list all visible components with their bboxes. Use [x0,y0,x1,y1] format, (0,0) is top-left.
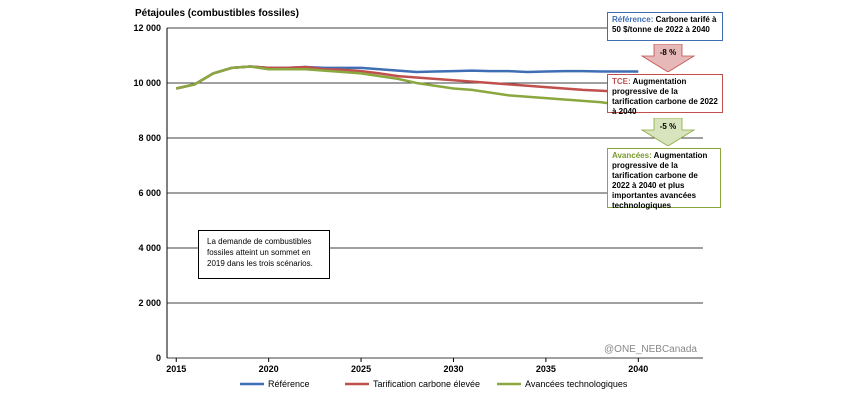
y-tick-label: 0 [156,353,161,363]
annotation-box: Avancées: Augmentation progressive de la… [607,148,721,210]
x-tick-label: 2025 [351,364,371,374]
series-line [175,65,639,109]
annotation-label: Avancées: [612,151,652,160]
arrow-label: -5 % [659,122,677,131]
y-tick-label: 8 000 [138,133,161,143]
x-tick-label: 2040 [628,364,648,374]
legend-label: Tarification carbone élevée [373,379,480,389]
annotation-label: Référence: [612,15,654,24]
arrow: -5 % [638,118,698,146]
annotation-box: TCE: Augmentation progressive de la tari… [607,74,723,116]
annotation-label: TCE: [612,77,631,86]
arrow-label: -8 % [659,48,677,57]
y-tick-label: 12 000 [133,23,161,33]
x-tick-label: 2015 [166,364,186,374]
note-box: La demande de combustibles fossiles atte… [198,230,330,279]
annotation-text: Carbone tarifé à 50 $/tonne de 2022 à 20… [612,15,717,34]
y-tick-label: 2 000 [138,298,161,308]
x-tick-label: 2030 [443,364,463,374]
annotation-box: Référence: Carbone tarifé à 50 $/tonne d… [607,12,723,41]
y-tick-label: 10 000 [133,78,161,88]
y-tick-label: 6 000 [138,188,161,198]
arrow: -8 % [638,44,698,72]
legend-label: Avancées technologiques [525,379,628,389]
legend-label: Référence [268,379,310,389]
annotation-text: Augmentation progressive de la tarificat… [612,151,708,210]
y-axis-title: Pétajoules (combustibles fossiles) [135,8,299,19]
x-tick-label: 2035 [536,364,556,374]
x-tick-label: 2020 [259,364,279,374]
y-tick-label: 4 000 [138,243,161,253]
annotation-text: Augmentation progressive de la tarificat… [612,77,718,116]
watermark: @ONE_NEBCanada [604,344,697,355]
